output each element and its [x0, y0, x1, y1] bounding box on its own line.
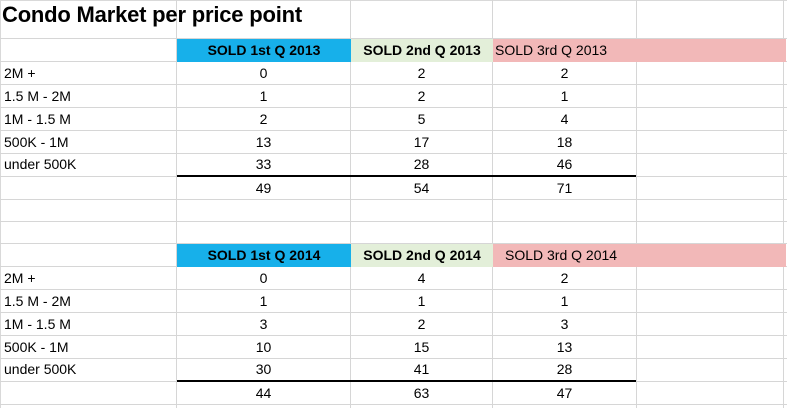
- grid-line: [783, 0, 784, 408]
- cell-2013-q1[interactable]: 13: [255, 134, 272, 150]
- cell-2014-q2[interactable]: 4: [417, 270, 426, 286]
- cell-2013-q3[interactable]: 1: [560, 88, 569, 104]
- total-2013-q1[interactable]: 49: [255, 180, 272, 196]
- total-2014-q2[interactable]: 63: [413, 385, 430, 401]
- header-q2-2014[interactable]: SOLD 2nd Q 2014: [351, 244, 493, 267]
- cell-2013-q2[interactable]: 17: [413, 134, 430, 150]
- cell-2014-q3[interactable]: 2: [560, 270, 569, 286]
- header-q3-2014[interactable]: SOLD 3rd Q 2014: [493, 244, 786, 267]
- row-label-2m-plus[interactable]: 2M +: [4, 65, 36, 81]
- total-2014-q1[interactable]: 44: [255, 385, 272, 401]
- cell-2013-q2[interactable]: 2: [417, 88, 426, 104]
- grid-line: [0, 243, 787, 244]
- cell-2013-q3[interactable]: 2: [560, 65, 569, 81]
- grid-line: [0, 221, 787, 222]
- row-label-1m-1-5m[interactable]: 1M - 1.5 M: [4, 111, 71, 127]
- cell-2014-q3[interactable]: 3: [560, 316, 569, 332]
- grid-line: [492, 0, 493, 408]
- cell-2014-q2[interactable]: 2: [417, 316, 426, 332]
- cell-2014-q1[interactable]: 3: [259, 316, 268, 332]
- grid-line: [0, 358, 787, 359]
- cell-2013-q3[interactable]: 46: [556, 156, 573, 172]
- grid-line: [0, 130, 787, 131]
- grid-line: [0, 312, 787, 313]
- cell-2014-q2[interactable]: 41: [413, 361, 430, 377]
- grid-line: [176, 0, 177, 408]
- cell-2013-q2[interactable]: 28: [413, 156, 430, 172]
- cell-2014-q3[interactable]: 13: [556, 339, 573, 355]
- sheet-title: Condo Market per price point: [2, 2, 302, 27]
- grid-line: [0, 289, 787, 290]
- header-q1-2013[interactable]: SOLD 1st Q 2013: [177, 39, 351, 62]
- total-rule-2013: [177, 175, 636, 177]
- cell-2013-q1[interactable]: 0: [259, 65, 268, 81]
- total-2014-q3[interactable]: 47: [556, 385, 573, 401]
- cell-2013-q2[interactable]: 2: [417, 65, 426, 81]
- row-label-500k-1m[interactable]: 500K - 1M: [4, 134, 69, 150]
- grid-line: [0, 153, 787, 154]
- cell-2014-q3[interactable]: 28: [556, 361, 573, 377]
- cell-2014-q3[interactable]: 1: [560, 293, 569, 309]
- cell-2014-q2[interactable]: 1: [417, 293, 426, 309]
- row-label-500k-1m[interactable]: 500K - 1M: [4, 339, 69, 355]
- grid-line: [0, 404, 787, 405]
- row-label-under-500k[interactable]: under 500K: [4, 156, 77, 172]
- row-label-1-5m-2m[interactable]: 1.5 M - 2M: [4, 293, 71, 309]
- grid-line: [350, 0, 351, 408]
- grid-line: [0, 84, 787, 85]
- grid-line: [0, 199, 787, 200]
- cell-2013-q2[interactable]: 5: [417, 111, 426, 127]
- header-q1-2014[interactable]: SOLD 1st Q 2014: [177, 244, 351, 267]
- row-label-1m-1-5m[interactable]: 1M - 1.5 M: [4, 316, 71, 332]
- cell-2013-q3[interactable]: 4: [560, 111, 569, 127]
- grid-line: [0, 107, 787, 108]
- cell-2014-q1[interactable]: 1: [259, 293, 268, 309]
- cell-2014-q1[interactable]: 0: [259, 270, 268, 286]
- row-label-1-5m-2m[interactable]: 1.5 M - 2M: [4, 88, 71, 104]
- grid-line: [636, 0, 637, 408]
- row-label-2m-plus[interactable]: 2M +: [4, 270, 36, 286]
- cell-2014-q1[interactable]: 10: [255, 339, 272, 355]
- total-2013-q3[interactable]: 71: [556, 180, 573, 196]
- header-q2-2013[interactable]: SOLD 2nd Q 2013: [351, 39, 493, 62]
- header-q3-2013[interactable]: SOLD 3rd Q 2013: [493, 39, 786, 62]
- grid-line: [0, 335, 787, 336]
- cell-2013-q3[interactable]: 18: [556, 134, 573, 150]
- cell-2013-q1[interactable]: 2: [259, 111, 268, 127]
- grid-line: [0, 38, 787, 39]
- total-rule-2014: [177, 380, 636, 382]
- total-2013-q2[interactable]: 54: [413, 180, 430, 196]
- cell-2013-q1[interactable]: 1: [259, 88, 268, 104]
- cell-2013-q1[interactable]: 33: [255, 156, 272, 172]
- cell-2014-q1[interactable]: 30: [255, 361, 272, 377]
- row-label-under-500k[interactable]: under 500K: [4, 361, 77, 377]
- cell-2014-q2[interactable]: 15: [413, 339, 430, 355]
